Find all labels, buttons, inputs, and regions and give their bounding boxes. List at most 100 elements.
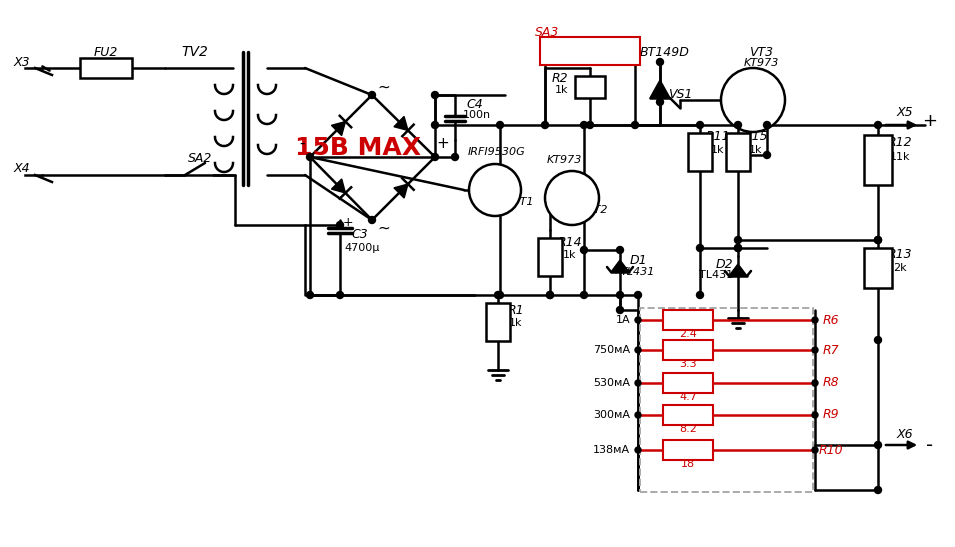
Text: 100n: 100n bbox=[463, 110, 491, 120]
Circle shape bbox=[452, 154, 458, 160]
Polygon shape bbox=[394, 184, 408, 198]
Text: R6: R6 bbox=[822, 313, 839, 327]
Text: VT1: VT1 bbox=[512, 197, 534, 207]
Text: R13: R13 bbox=[888, 248, 912, 261]
Circle shape bbox=[546, 292, 554, 299]
Bar bbox=[688, 133, 712, 171]
Circle shape bbox=[617, 306, 624, 313]
Circle shape bbox=[763, 152, 771, 159]
Circle shape bbox=[635, 447, 641, 453]
Text: C4: C4 bbox=[467, 98, 483, 112]
Text: BT149D: BT149D bbox=[640, 45, 690, 59]
Text: 300мA: 300мA bbox=[593, 410, 630, 420]
Text: TV2: TV2 bbox=[181, 45, 208, 59]
Circle shape bbox=[734, 245, 741, 252]
Circle shape bbox=[307, 154, 313, 160]
Circle shape bbox=[369, 91, 375, 98]
Text: 530мA: 530мA bbox=[593, 378, 630, 388]
Bar bbox=[540, 37, 640, 65]
Text: TL431: TL431 bbox=[699, 270, 733, 280]
Circle shape bbox=[586, 121, 593, 129]
Text: -: - bbox=[299, 136, 305, 150]
Text: SA2: SA2 bbox=[188, 152, 212, 165]
Circle shape bbox=[812, 347, 818, 353]
Circle shape bbox=[581, 247, 587, 253]
Circle shape bbox=[763, 121, 771, 129]
Circle shape bbox=[541, 121, 548, 129]
Text: R1: R1 bbox=[508, 304, 524, 317]
Polygon shape bbox=[331, 179, 346, 193]
Text: V: V bbox=[684, 345, 691, 355]
Circle shape bbox=[696, 245, 704, 252]
Text: 18: 18 bbox=[681, 459, 695, 469]
Text: 1k: 1k bbox=[750, 145, 763, 155]
Text: D2: D2 bbox=[715, 258, 733, 271]
Text: ~: ~ bbox=[377, 79, 391, 95]
Circle shape bbox=[495, 292, 501, 299]
Text: IRFI9530G: IRFI9530G bbox=[468, 147, 526, 157]
Circle shape bbox=[696, 292, 704, 299]
Polygon shape bbox=[729, 264, 747, 276]
Text: 1k: 1k bbox=[711, 145, 725, 155]
Text: 15B MAX: 15B MAX bbox=[295, 136, 421, 160]
Text: R2: R2 bbox=[551, 72, 568, 84]
Text: R15: R15 bbox=[744, 131, 769, 143]
Circle shape bbox=[546, 292, 554, 299]
Circle shape bbox=[875, 121, 881, 129]
Circle shape bbox=[635, 347, 641, 353]
Text: ~: ~ bbox=[377, 220, 391, 236]
Text: R8: R8 bbox=[822, 376, 839, 389]
Bar bbox=[663, 340, 713, 360]
Text: D1: D1 bbox=[629, 253, 647, 266]
Bar bbox=[538, 238, 562, 276]
Bar bbox=[663, 440, 713, 460]
Text: V: V bbox=[684, 378, 691, 388]
Text: 3.3: 3.3 bbox=[679, 359, 697, 369]
Text: 138мA: 138мA bbox=[593, 445, 630, 455]
Text: VT2: VT2 bbox=[586, 205, 607, 215]
Text: C3: C3 bbox=[351, 229, 369, 241]
Circle shape bbox=[875, 441, 881, 449]
Circle shape bbox=[336, 222, 344, 229]
Text: 1A: 1A bbox=[615, 315, 630, 325]
Circle shape bbox=[734, 236, 741, 243]
Text: 4700μ: 4700μ bbox=[345, 243, 380, 253]
Circle shape bbox=[307, 292, 313, 299]
Circle shape bbox=[812, 412, 818, 418]
Text: 750мA: 750мA bbox=[593, 345, 630, 355]
Text: -: - bbox=[926, 435, 934, 455]
Text: +: + bbox=[436, 136, 450, 150]
Circle shape bbox=[734, 121, 741, 129]
Text: TL431: TL431 bbox=[621, 267, 655, 277]
Text: X5: X5 bbox=[897, 106, 913, 119]
Text: 1k: 1k bbox=[563, 250, 577, 260]
Bar bbox=[864, 135, 892, 185]
Bar bbox=[864, 248, 892, 288]
Circle shape bbox=[875, 486, 881, 493]
Circle shape bbox=[734, 245, 741, 252]
Text: VS1: VS1 bbox=[668, 89, 692, 102]
Circle shape bbox=[469, 164, 521, 216]
Text: R12: R12 bbox=[888, 137, 912, 149]
Text: KT973: KT973 bbox=[743, 58, 778, 68]
Polygon shape bbox=[331, 121, 346, 136]
Circle shape bbox=[581, 292, 587, 299]
Text: SA3: SA3 bbox=[535, 26, 560, 38]
Circle shape bbox=[497, 292, 503, 299]
Text: 4.7: 4.7 bbox=[679, 392, 697, 402]
Circle shape bbox=[656, 59, 664, 66]
Text: V: V bbox=[684, 410, 691, 420]
Circle shape bbox=[432, 91, 438, 98]
Text: V: V bbox=[684, 315, 691, 325]
Circle shape bbox=[617, 247, 624, 253]
Text: R14: R14 bbox=[558, 236, 583, 248]
Text: 11k: 11k bbox=[890, 152, 910, 162]
Circle shape bbox=[656, 98, 664, 106]
Polygon shape bbox=[394, 117, 408, 130]
Circle shape bbox=[812, 317, 818, 323]
Circle shape bbox=[497, 121, 503, 129]
Bar bbox=[663, 310, 713, 330]
Text: V: V bbox=[684, 445, 691, 455]
Text: X4: X4 bbox=[13, 162, 31, 176]
Circle shape bbox=[696, 121, 704, 129]
